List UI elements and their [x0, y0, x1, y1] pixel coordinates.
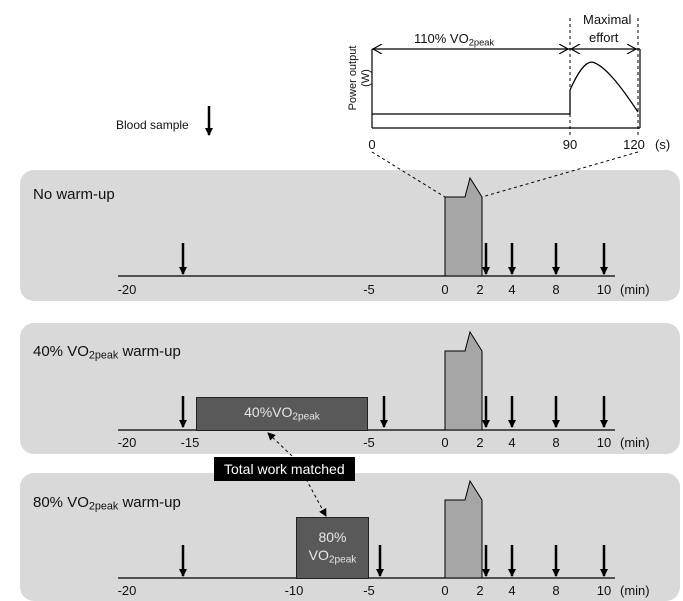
panel2-tick: 2 — [476, 435, 484, 450]
panel3-unit: (min) — [620, 583, 650, 598]
panel2-title-post: warm-up — [118, 343, 181, 360]
panel1-tick: -5 — [363, 282, 375, 297]
inset-axes — [371, 48, 641, 129]
panel3-warmup-line2-sub: 2peak — [328, 554, 357, 566]
inset-segment1-label: 110% VO2peak — [414, 31, 494, 47]
inset-segment2-label-line2: effort — [589, 30, 619, 45]
panel2-tick: -5 — [363, 435, 375, 450]
panel1-tick: -20 — [117, 282, 137, 297]
matched-connector-up — [267, 432, 293, 457]
panel3-tick: 10 — [596, 583, 612, 598]
panel2-warmup-label: 40%VO2peak — [244, 404, 320, 424]
panel-no-warmup — [20, 170, 680, 301]
panel1-timeline — [118, 176, 615, 277]
panel1-tick: 10 — [596, 282, 612, 297]
panel3-title-post: warm-up — [118, 494, 181, 511]
panel2-tick: 0 — [441, 435, 449, 450]
panel3-tick: -10 — [284, 583, 304, 598]
panel2-sprint-block — [444, 330, 483, 431]
panel2-tick: 10 — [596, 435, 612, 450]
panel3-tick: -5 — [363, 583, 375, 598]
panel2-warmup-sub: 2peak — [292, 411, 320, 423]
panel3-tick: 2 — [476, 583, 484, 598]
panel2-tick: 8 — [552, 435, 560, 450]
panel2-tick: -15 — [180, 435, 200, 450]
inset-segment2-label-line1: Maximal — [583, 12, 632, 27]
inset-y-label: Power output (W) — [347, 33, 379, 123]
panel2-title-pre: 40% VO — [33, 343, 89, 360]
panel3-title-sub: 2peak — [88, 500, 119, 513]
inset-segment1-sub: 2peak — [468, 37, 495, 48]
panel2-warmup-text: 40%VO — [244, 403, 293, 420]
panel2-tick: -20 — [117, 435, 137, 450]
panel3-tick: 8 — [552, 583, 560, 598]
inset-tick-0: 0 — [368, 137, 376, 152]
panel3-warmup-line2-text: VO — [308, 546, 329, 563]
panel1-tick: 0 — [441, 282, 449, 297]
panel3-title-pre: 80% VO — [33, 494, 89, 511]
inset-segment1-text: 110% VO — [414, 31, 469, 46]
panel3-warmup-line1: 80% — [318, 529, 347, 546]
zoom-line-right — [481, 151, 639, 198]
inset-unit: (s) — [655, 137, 671, 152]
blood-sample-label: Blood sample — [116, 118, 189, 132]
panel3-tick: 0 — [441, 583, 449, 598]
panel2-tick: 4 — [508, 435, 516, 450]
inset-tick-90: 90 — [562, 137, 578, 152]
panel2-warmup-box: 40%VO2peak — [196, 397, 368, 431]
panel3-warmup-line2: VO2peak — [309, 547, 357, 567]
total-work-matched-label: Total work matched — [214, 457, 355, 481]
panel3-warmup-box: 80% VO2peak — [296, 517, 369, 579]
panel1-sprint-block — [444, 176, 483, 277]
panel3-sprint-block — [444, 479, 483, 579]
panel2-unit: (min) — [620, 435, 650, 450]
panel2-title-sub: 2peak — [88, 349, 119, 362]
panel2-title: 40% VO2peak warm-up — [33, 343, 181, 362]
panel3-title: 80% VO2peak warm-up — [33, 494, 181, 513]
panel1-tick: 8 — [552, 282, 560, 297]
panel3-tick: 4 — [508, 583, 516, 598]
panel1-unit: (min) — [620, 282, 650, 297]
inset-y-label-text: Power output — [347, 45, 359, 111]
panel1-tick: 4 — [508, 282, 516, 297]
inset-power-trace — [372, 61, 639, 115]
panel-40-warmup — [20, 323, 680, 454]
inset-y-label-unit: (W) — [360, 69, 373, 87]
inset-tick-120: 120 — [623, 137, 645, 152]
panel3-tick: -20 — [117, 583, 137, 598]
panel1-tick: 2 — [476, 282, 484, 297]
panel1-title: No warm-up — [33, 186, 115, 203]
zoom-line-left — [371, 151, 446, 198]
matched-connector-down — [305, 478, 327, 517]
